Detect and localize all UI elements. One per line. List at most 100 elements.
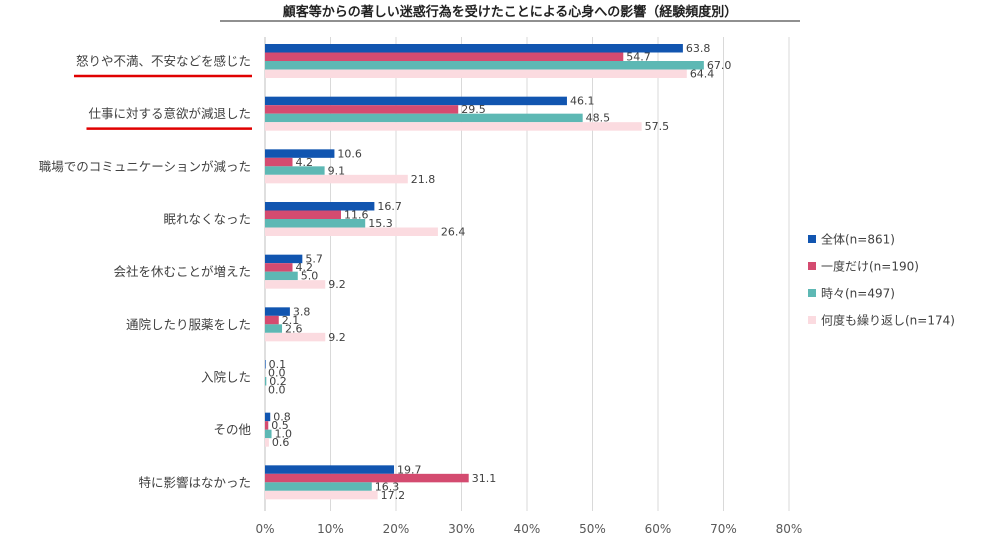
data-label: 10.6	[337, 147, 362, 160]
data-label: 1.0	[275, 428, 293, 441]
bar	[265, 69, 687, 78]
data-label: 9.1	[328, 164, 346, 177]
bar	[265, 473, 469, 483]
bar	[265, 44, 683, 53]
chart-title: 顧客等からの著しい迷惑行為を受けたことによる心身への影響（経験頻度別）	[283, 4, 738, 20]
data-label: 5.0	[301, 270, 319, 283]
legend-swatch	[808, 262, 816, 270]
data-label: 31.1	[472, 472, 497, 485]
bar	[265, 324, 283, 333]
x-tick-label: 50%	[579, 522, 606, 536]
category-label: 仕事に対する意欲が減退した	[88, 106, 251, 121]
data-label: 2.1	[282, 314, 300, 327]
data-label: 11.6	[344, 209, 369, 222]
category-label: 入院した	[201, 370, 251, 385]
x-tick-label: 70%	[710, 522, 737, 536]
data-label: 57.5	[645, 120, 670, 133]
legend: 全体(n=861) 一度だけ(n=190) 時々(n=497) 何度も繰り返し(n=1…	[808, 232, 955, 328]
bar	[265, 96, 567, 106]
data-label: 17.2	[381, 489, 406, 502]
category-label: その他	[213, 422, 251, 437]
category-labels: 怒りや不満、不安などを感じた仕事に対する意欲が減退した職場でのコミュニケーション…	[39, 54, 252, 490]
x-tick-label: 20%	[383, 522, 410, 536]
data-label: 19.7	[397, 463, 422, 476]
bar	[265, 465, 395, 474]
data-label: 0.1	[269, 358, 287, 371]
data-label: 46.1	[570, 95, 595, 108]
legend-label: 何度も繰り返し(n=174)	[821, 313, 955, 328]
category-label: 特に影響はなかった	[138, 475, 251, 490]
bar	[265, 482, 372, 491]
legend-swatch	[808, 289, 816, 297]
legend-swatch	[808, 316, 816, 324]
bars: 63.8 54.7 67.064.4 46.1 29.5 48.5 57.5 10.6 4.2 9…	[265, 42, 731, 502]
data-label: 64.4	[690, 68, 715, 81]
data-label: 0.5	[271, 419, 289, 432]
bar	[265, 122, 642, 131]
data-label: 9.2	[328, 278, 346, 291]
category-label: 職場でのコミュニケーションが減った	[39, 159, 251, 174]
bar	[265, 210, 341, 219]
bar	[265, 227, 438, 236]
data-label: 0.2	[269, 375, 287, 388]
data-label: 0.6	[272, 436, 290, 449]
x-tick-label: 40%	[514, 522, 541, 536]
data-label: 4.2	[296, 156, 314, 169]
bar	[265, 429, 272, 439]
bar	[265, 202, 375, 211]
data-label: 15.3	[368, 217, 393, 230]
data-label: 26.4	[441, 226, 466, 239]
data-label: 0.0	[268, 367, 286, 380]
data-label: 16.3	[375, 480, 400, 493]
x-tick-label: 80%	[776, 522, 803, 536]
bar	[265, 219, 366, 228]
data-label: 67.0	[707, 59, 732, 72]
data-label: 29.5	[461, 103, 486, 116]
x-tick-label: 30%	[448, 522, 475, 536]
bar	[265, 105, 459, 114]
category-label: 眠れなくなった	[163, 212, 251, 227]
x-tick-label: 0%	[255, 522, 274, 536]
legend-label: 時々(n=497)	[821, 287, 895, 301]
data-label: 54.7	[626, 51, 651, 64]
bar	[265, 61, 704, 70]
bar	[265, 438, 269, 447]
data-label: 5.7	[305, 253, 323, 266]
data-label: 48.5	[586, 112, 611, 125]
x-tick-label: 10%	[317, 522, 344, 536]
bar	[265, 490, 378, 500]
data-label: 4.2	[296, 261, 314, 274]
category-label: 通院したり服薬をした	[126, 317, 251, 332]
x-tick-label: 60%	[645, 522, 672, 536]
bar	[265, 271, 298, 281]
bar	[265, 315, 279, 325]
bar	[265, 307, 290, 316]
bar	[265, 166, 325, 175]
bar	[265, 360, 266, 369]
x-axis-ticks: 0% 10% 20% 30% 40% 50% 60% 70% 80%	[255, 522, 802, 536]
bar	[265, 149, 335, 158]
category-label: 会社を休むことが増えた	[113, 264, 251, 279]
bar	[265, 412, 271, 422]
bar	[265, 157, 293, 167]
data-label: 0.8	[273, 411, 291, 424]
data-label: 3.8	[293, 305, 311, 318]
bar	[265, 377, 267, 386]
bar	[265, 332, 326, 342]
bar	[265, 254, 303, 264]
data-label: 63.8	[686, 42, 711, 55]
legend-label: 一度だけ(n=190)	[821, 259, 919, 274]
bar	[265, 263, 293, 272]
data-label: 21.8	[411, 173, 436, 186]
legend-label: 全体(n=861)	[821, 232, 895, 247]
data-label: 9.2	[328, 331, 346, 344]
bar	[265, 174, 408, 184]
data-label: 2.6	[285, 322, 303, 335]
bar	[265, 280, 326, 289]
data-label: 0.0	[268, 384, 286, 397]
bar	[265, 52, 624, 61]
bar	[265, 113, 583, 123]
bar	[265, 421, 269, 430]
data-label: 16.7	[377, 200, 402, 213]
